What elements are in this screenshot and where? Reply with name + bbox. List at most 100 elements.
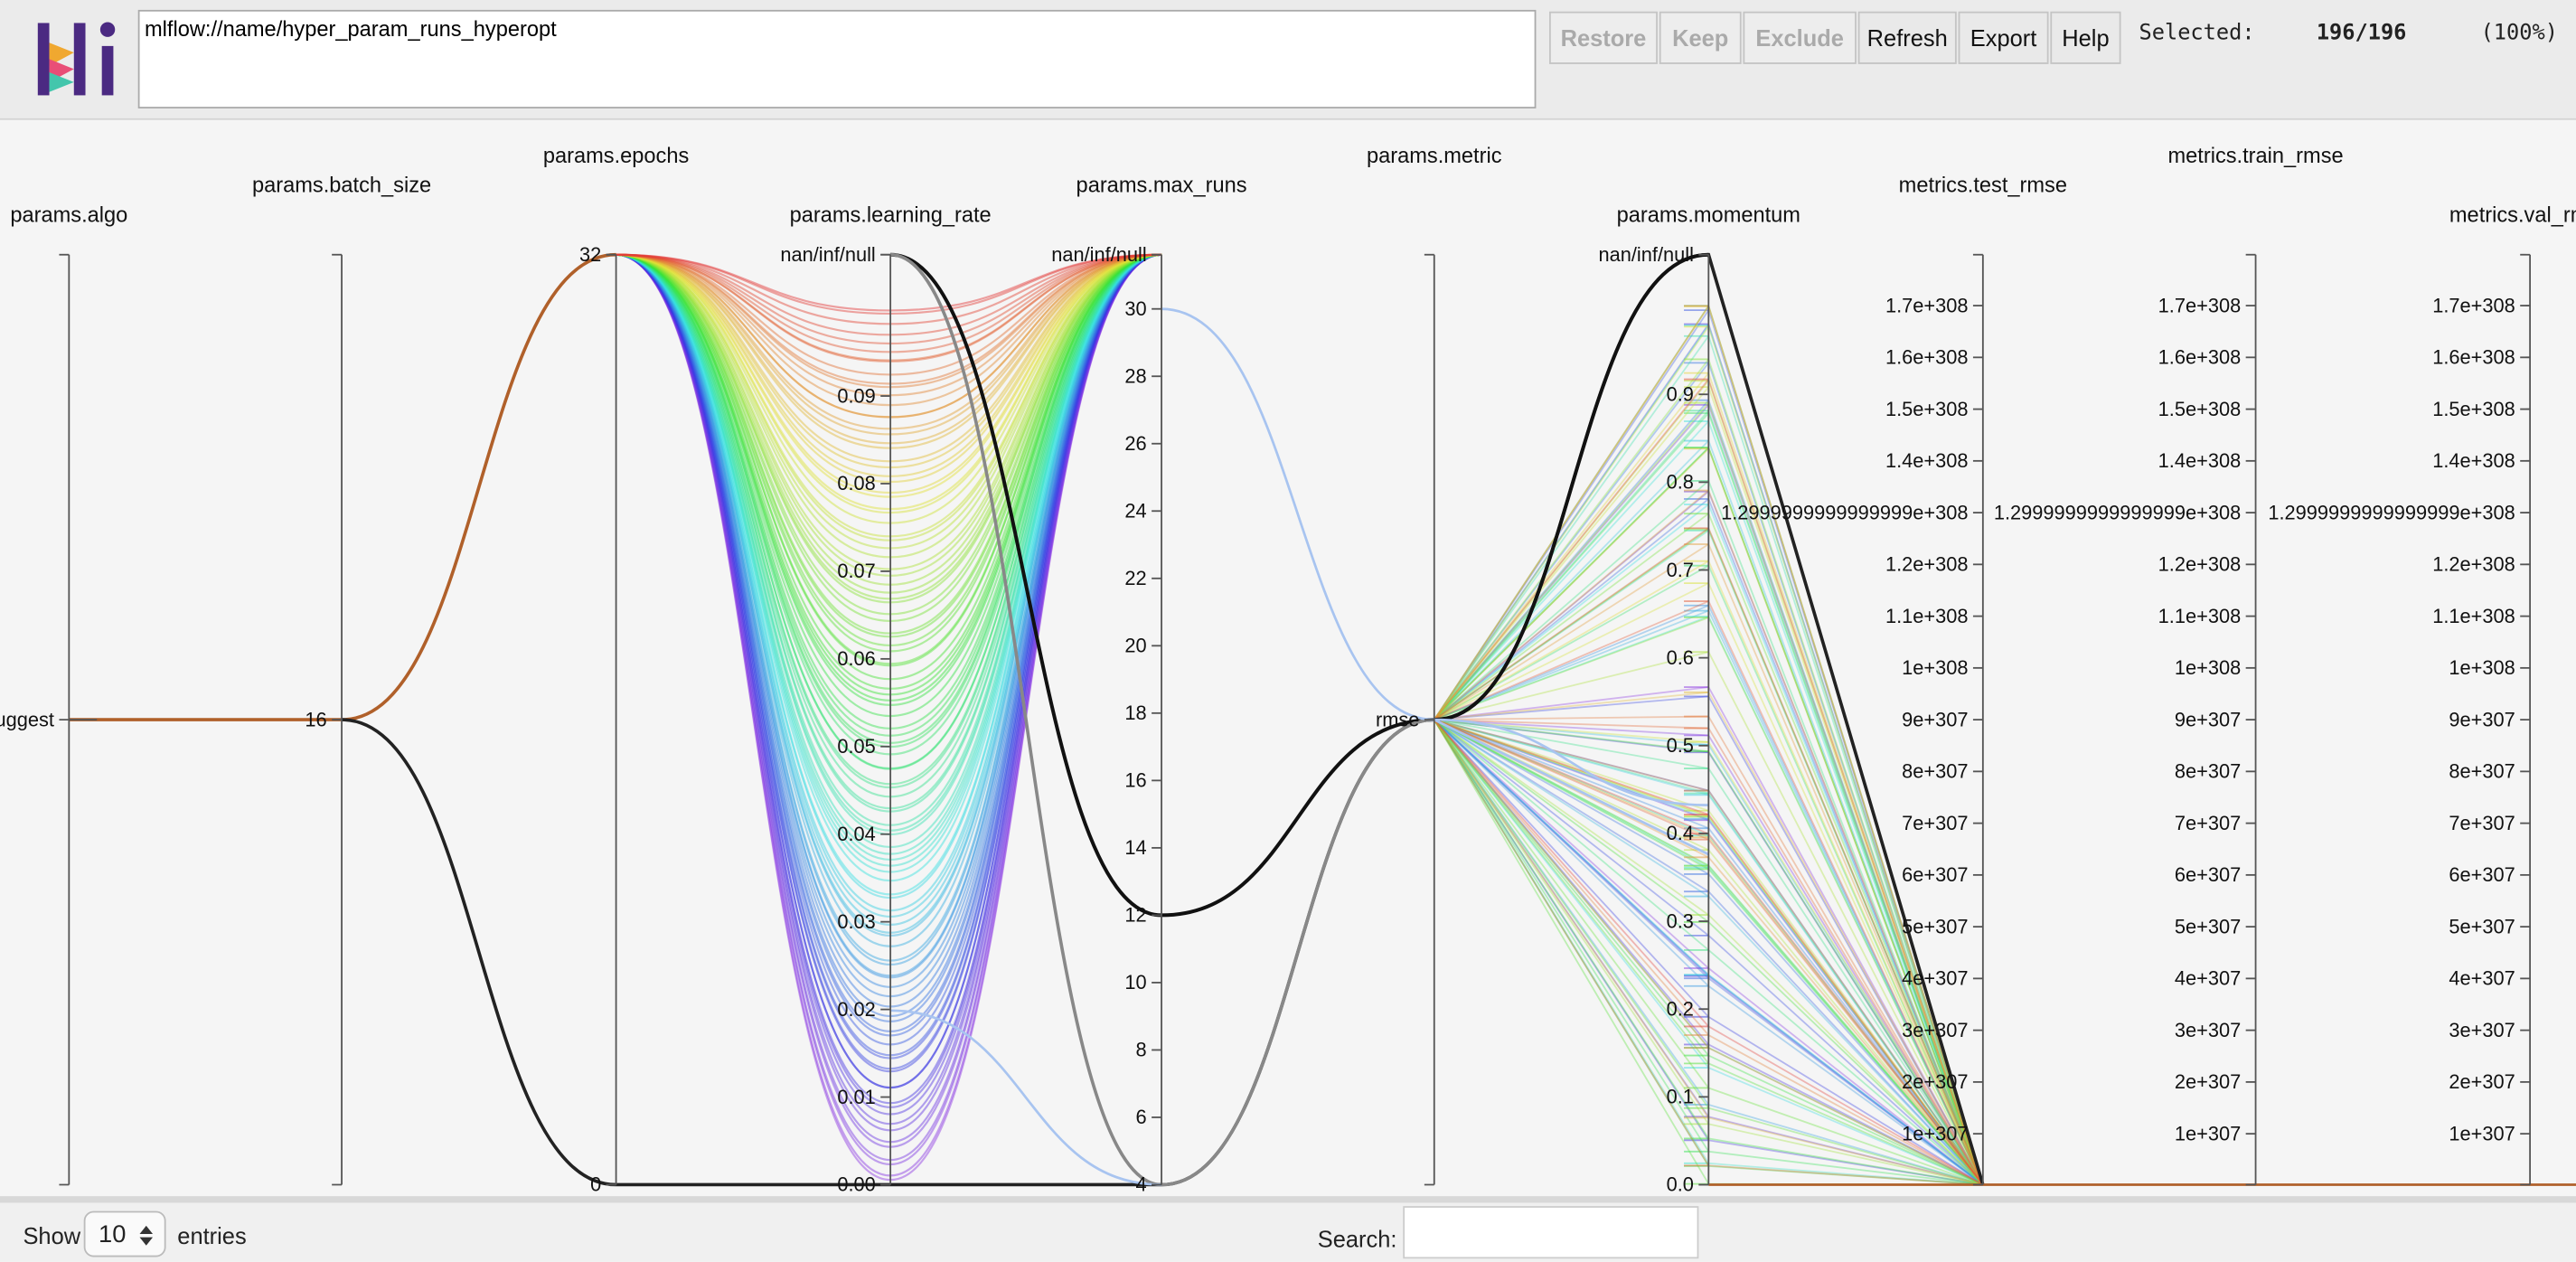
- run-line: [1434, 357, 2576, 1186]
- entries-select[interactable]: 10: [83, 1210, 166, 1257]
- tick-label: nan/inf/null: [780, 243, 875, 266]
- tick-label: 1e+307: [1902, 1122, 1968, 1144]
- run-line: [1434, 719, 2576, 1186]
- run-line: [1434, 719, 2576, 1186]
- run-line: [1434, 361, 2576, 1186]
- tick-label: 8e+307: [2175, 760, 2241, 783]
- tick-label: 5e+307: [2449, 915, 2515, 937]
- tick-label: 2e+307: [2175, 1070, 2241, 1093]
- tick-label: 1.1e+308: [2432, 605, 2515, 627]
- tick-label: 20: [1124, 635, 1146, 657]
- run-line: [1434, 719, 2576, 1186]
- run-line: [1434, 719, 2576, 1186]
- tick-label: 0.03: [837, 910, 875, 933]
- search-input[interactable]: [1403, 1206, 1699, 1259]
- tick-label: 1.7e+308: [1885, 294, 1969, 316]
- run-line: [1434, 409, 2576, 1186]
- run-line: [1434, 719, 2576, 1186]
- tick-label: 1e+308: [2449, 656, 2515, 679]
- run-line: [1434, 719, 2576, 1186]
- tick-label: 6e+307: [1902, 863, 1968, 886]
- tick-label: 24: [1124, 500, 1146, 523]
- selected-count: 196/196: [2316, 21, 2407, 46]
- tick-label: 4e+307: [1902, 967, 1968, 990]
- run-line: [1434, 719, 2576, 1186]
- run-line: [1433, 719, 2576, 1186]
- tick-label: 5e+307: [2175, 915, 2241, 937]
- tick-label: 0.6: [1667, 646, 1694, 669]
- run-line: [1434, 719, 2576, 1186]
- refresh-button[interactable]: Refresh: [1857, 11, 1957, 64]
- run-line: [1434, 719, 2576, 1186]
- run-line: [1434, 304, 2576, 1186]
- run-line: [1434, 490, 2576, 1186]
- run-line: [69, 252, 616, 721]
- run-line: [1434, 719, 2576, 1186]
- tick-label: 0.05: [837, 735, 875, 758]
- selected-percent: (100%): [2480, 21, 2558, 46]
- run-line: [1434, 719, 2576, 1186]
- run-line: [1434, 529, 2576, 1186]
- tick-label: 32: [579, 243, 601, 266]
- tick-label: 1e+307: [2175, 1122, 2241, 1144]
- tick-label: 0.02: [837, 998, 875, 1021]
- axis-label: params.metric: [1367, 145, 1502, 168]
- tick-label: 8e+307: [2449, 760, 2515, 783]
- tick-label: 16: [305, 708, 326, 730]
- tick-label: 0.01: [837, 1086, 875, 1108]
- tick-label: 1.2999999999999999e+308: [1721, 501, 1968, 523]
- keep-button[interactable]: Keep: [1659, 11, 1742, 64]
- tick-label: 1e+308: [1902, 656, 1968, 679]
- run-line: [1434, 718, 1709, 856]
- tick-label: rmse: [1376, 708, 1419, 730]
- tick-label: 26: [1124, 432, 1146, 455]
- run-line: [1434, 719, 2576, 1186]
- export-button[interactable]: Export: [1958, 11, 2049, 64]
- run-line: [1434, 719, 2576, 1186]
- run-line: [1434, 304, 2576, 1186]
- tick-label: 1.2999999999999999e+308: [2268, 501, 2515, 523]
- run-line: [1434, 719, 2576, 1186]
- axis-label: params.algo: [10, 203, 127, 227]
- tick-label: 3e+307: [2175, 1019, 2241, 1041]
- tick-label: 7e+307: [2175, 812, 2241, 834]
- tick-label: 4e+307: [2175, 967, 2241, 990]
- run-line: [1434, 719, 2576, 1186]
- tick-label: 9e+307: [2449, 708, 2515, 730]
- run-line: [1434, 719, 2576, 1186]
- run-line: [1434, 304, 2576, 1186]
- tick-label: 0.08: [837, 472, 875, 494]
- run-line: [1434, 719, 2576, 1186]
- exclude-button[interactable]: Exclude: [1743, 11, 1857, 64]
- run-line: [1434, 599, 2576, 1186]
- tick-label: 0.0: [1667, 1173, 1694, 1196]
- tick-label: 1.2e+308: [2432, 553, 2515, 576]
- run-line: [1434, 479, 2576, 1186]
- tick-label: 1.6e+308: [1885, 346, 1969, 369]
- tick-label: 12: [1124, 904, 1146, 927]
- tick-label: 1.7e+308: [2432, 294, 2515, 316]
- run-line: [1434, 512, 2576, 1186]
- restore-button[interactable]: Restore: [1548, 11, 1658, 64]
- run-line: [1434, 719, 2576, 1186]
- axis-label: metrics.test_rmse: [1899, 174, 2067, 198]
- run-line: [890, 1009, 1162, 1186]
- tick-label: 0: [590, 1173, 601, 1196]
- run-line: [890, 252, 1434, 1187]
- tick-label: 28: [1124, 365, 1146, 388]
- tick-label: 0.7: [1667, 559, 1694, 581]
- tick-label: 1.4e+308: [1885, 449, 1969, 472]
- selected-label: Selected:: [2139, 21, 2255, 46]
- tick-label: 1.5e+308: [2158, 398, 2242, 420]
- run-line: [1434, 719, 2576, 1186]
- run-line: [1434, 719, 2576, 1186]
- tick-label: 7e+307: [1902, 812, 1968, 834]
- run-line: [1434, 719, 2576, 1186]
- help-button[interactable]: Help: [2050, 11, 2121, 64]
- tick-label: 1.4e+308: [2158, 449, 2242, 472]
- tick-label: 3e+307: [2449, 1019, 2515, 1041]
- run-line: [1434, 719, 2576, 1186]
- query-input[interactable]: mlflow://name/hyper_param_runs_hyperopt: [137, 9, 1537, 108]
- tick-label: 1e+308: [2175, 656, 2241, 679]
- run-line: [1434, 719, 2576, 1186]
